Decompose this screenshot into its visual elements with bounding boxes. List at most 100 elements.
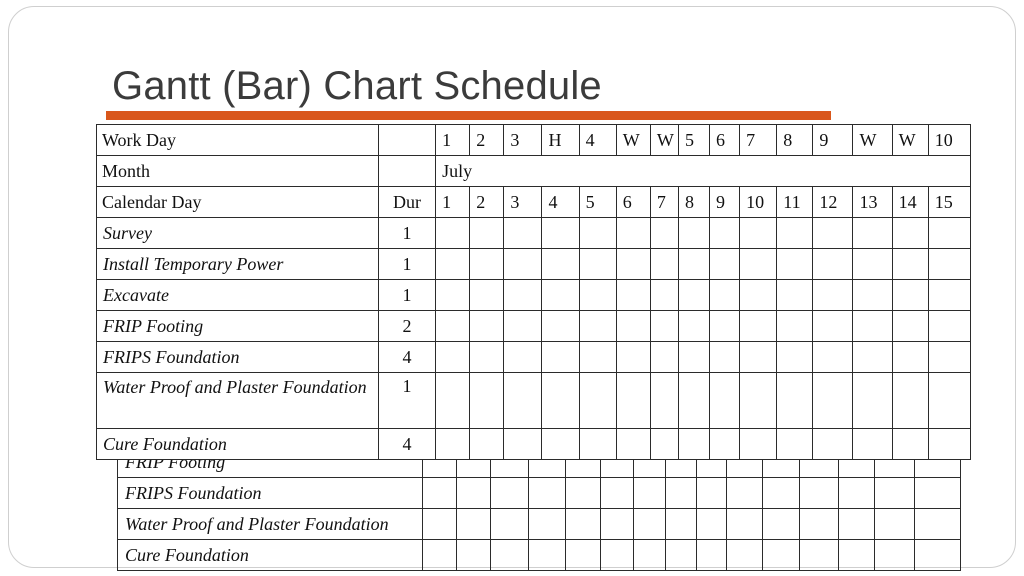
gantt-day-cell — [578, 310, 617, 342]
gantt-day-cell — [541, 310, 580, 342]
background-day-cell — [665, 539, 697, 571]
work-day-cell: 9 — [812, 124, 854, 156]
gantt-day-cell — [435, 279, 471, 311]
calendar-day-cell: 1 — [435, 186, 471, 218]
gantt-day-cell — [739, 279, 778, 311]
background-day-cell — [528, 539, 566, 571]
background-day-cell — [456, 539, 491, 571]
background-schedule-table: FRIP Footing FRIPS Foundation Water Proof … — [117, 446, 961, 571]
task-duration: 1 — [377, 279, 437, 311]
background-day-cell — [565, 508, 601, 540]
gantt-day-cell — [541, 279, 580, 311]
gantt-day-cell — [503, 372, 543, 429]
gantt-day-cell — [578, 341, 617, 373]
background-task-name: Water Proof and Plaster Foundation — [117, 508, 423, 540]
background-day-cell — [726, 508, 763, 540]
calendar-day-label: Calendar Day — [96, 186, 379, 218]
month-label: Month — [96, 155, 379, 187]
work-day-cell: W — [852, 124, 893, 156]
gantt-day-cell — [927, 341, 972, 373]
task-name: Cure Foundation — [96, 428, 379, 460]
gantt-day-cell — [891, 279, 929, 311]
work-day-cell: W — [649, 124, 679, 156]
gantt-day-cell — [649, 372, 679, 429]
gantt-day-cell — [503, 248, 543, 280]
gantt-day-cell — [435, 372, 471, 429]
gantt-day-cell — [677, 248, 711, 280]
calendar-day-cell: 2 — [469, 186, 505, 218]
gantt-day-cell — [541, 248, 580, 280]
calendar-day-cell: 6 — [615, 186, 651, 218]
gantt-day-cell — [739, 341, 778, 373]
background-day-cell — [422, 508, 457, 540]
task-row: FRIP Footing 2 — [96, 310, 972, 342]
calendar-day-cell: 8 — [677, 186, 711, 218]
background-day-cell — [838, 539, 875, 571]
calendar-day-cell: 11 — [776, 186, 814, 218]
gantt-day-cell — [503, 341, 543, 373]
background-day-cell — [422, 477, 457, 509]
gantt-day-cell — [739, 310, 778, 342]
work-day-label: Work Day — [96, 124, 379, 156]
task-duration: 1 — [377, 217, 437, 249]
gantt-day-cell — [812, 341, 854, 373]
gantt-day-cell — [578, 217, 617, 249]
gantt-day-cell — [649, 341, 679, 373]
gantt-day-cell — [578, 428, 617, 460]
task-row: Water Proof and Plaster Foundation 1 — [96, 372, 972, 429]
gantt-day-cell — [469, 248, 505, 280]
task-row: Cure Foundation 4 — [96, 428, 972, 460]
gantt-day-cell — [812, 428, 854, 460]
background-day-cell — [874, 539, 915, 571]
gantt-day-cell — [709, 248, 741, 280]
gantt-day-cell — [852, 310, 893, 342]
work-day-cell: 5 — [677, 124, 711, 156]
gantt-day-cell — [469, 372, 505, 429]
background-day-cell — [838, 508, 875, 540]
background-task-name: Cure Foundation — [117, 539, 423, 571]
background-day-cell — [600, 539, 634, 571]
task-name: FRIP Footing — [96, 310, 379, 342]
gantt-day-cell — [739, 428, 778, 460]
background-day-cell — [633, 539, 666, 571]
gantt-day-cell — [469, 341, 505, 373]
background-day-cell — [696, 508, 727, 540]
task-row: FRIPS Foundation 4 — [96, 341, 972, 373]
work-day-cell: 4 — [578, 124, 617, 156]
gantt-day-cell — [677, 310, 711, 342]
work-day-cell: 6 — [709, 124, 741, 156]
gantt-day-cell — [776, 217, 814, 249]
background-day-cell — [633, 508, 666, 540]
gantt-day-cell — [649, 279, 679, 311]
task-duration: 1 — [377, 372, 437, 429]
gantt-day-cell — [541, 428, 580, 460]
task-duration: 1 — [377, 248, 437, 280]
gantt-day-cell — [578, 279, 617, 311]
gantt-day-cell — [615, 341, 651, 373]
background-day-cell — [726, 539, 763, 571]
calendar-day-cell: 4 — [541, 186, 580, 218]
gantt-day-cell — [812, 310, 854, 342]
gantt-day-cell — [852, 428, 893, 460]
slide-title: Gantt (Bar) Chart Schedule — [112, 64, 602, 108]
gantt-day-cell — [615, 310, 651, 342]
gantt-day-cell — [709, 310, 741, 342]
background-day-cell — [838, 477, 875, 509]
gantt-day-cell — [503, 428, 543, 460]
gantt-day-cell — [615, 428, 651, 460]
gantt-day-cell — [677, 428, 711, 460]
background-day-cell — [762, 539, 800, 571]
gantt-day-cell — [709, 341, 741, 373]
gantt-day-cell — [541, 372, 580, 429]
gantt-day-cell — [852, 279, 893, 311]
gantt-day-cell — [891, 428, 929, 460]
calendar-day-cell: 12 — [812, 186, 854, 218]
background-day-cell — [726, 477, 763, 509]
calendar-day-cell: 3 — [503, 186, 543, 218]
background-task-row: Water Proof and Plaster Foundation — [117, 508, 961, 540]
background-day-cell — [914, 477, 961, 509]
background-day-cell — [490, 477, 529, 509]
background-day-cell — [914, 539, 961, 571]
background-day-cell — [696, 477, 727, 509]
background-day-cell — [799, 477, 839, 509]
